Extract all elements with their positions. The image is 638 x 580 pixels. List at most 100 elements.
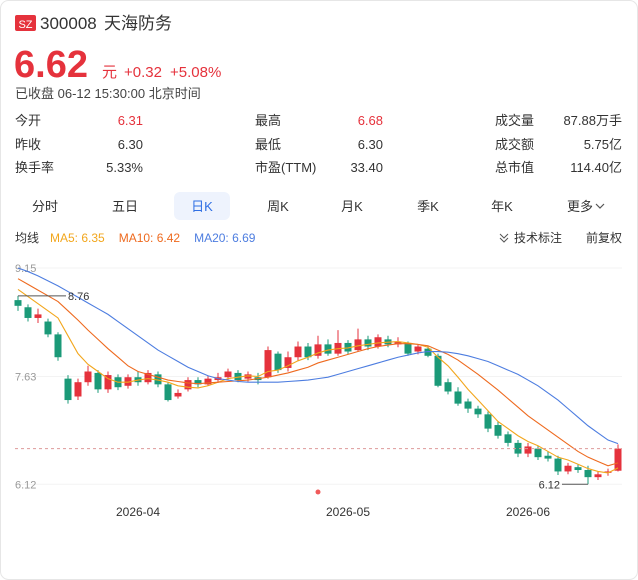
candle-body: [604, 471, 612, 473]
stat-value: 5.75亿: [584, 137, 622, 152]
candle-body: [414, 346, 422, 352]
candle-body: [54, 334, 62, 358]
candle-body: [564, 465, 572, 472]
stat-value: 6.68: [358, 113, 383, 128]
market-badge-bg: [15, 15, 36, 31]
tab[interactable]: 年K: [491, 199, 513, 214]
candle-body: [454, 391, 462, 404]
stat-label: 换手率: [15, 160, 54, 175]
candle-body: [224, 371, 232, 378]
stock-code: 300008: [40, 14, 97, 33]
price-change: +0.32: [124, 64, 162, 81]
stat-value: 6.30: [118, 137, 143, 152]
candle-body: [204, 378, 212, 385]
candle-body: [164, 384, 172, 401]
stat-value: 114.40亿: [570, 160, 622, 175]
stat-value: 5.33%: [106, 160, 143, 175]
candle-body: [244, 374, 252, 379]
candle-body: [524, 446, 532, 454]
candle-body: [104, 375, 112, 390]
candle-body: [434, 355, 442, 386]
candle-body: [324, 344, 332, 354]
adjust[interactable]: 前复权: [586, 230, 622, 245]
price-change-pct: +5.08%: [170, 64, 221, 81]
candle-body: [364, 339, 372, 347]
x-tick-label: 2026-06: [506, 505, 550, 519]
candle-body: [474, 408, 482, 415]
price: 6.62: [14, 44, 88, 86]
candle-body: [594, 474, 602, 478]
candle-body: [14, 300, 22, 306]
active-tab-bg: [174, 192, 230, 220]
tech-icon: [499, 233, 509, 243]
stock-name: 天海防务: [104, 14, 172, 33]
x-tick-label: 2026-05: [326, 505, 370, 519]
stat-label: 成交量: [495, 113, 534, 128]
candle-body: [84, 371, 92, 383]
event-dot: [315, 489, 321, 495]
candle-body: [484, 414, 492, 429]
candle-body: [584, 470, 592, 478]
candle-body: [504, 434, 512, 443]
stat-label: 总市值: [495, 160, 534, 175]
candle-body: [574, 467, 582, 471]
candle-body: [74, 382, 82, 397]
ma-label: 均线: [15, 231, 39, 245]
x-tick-label: 2026-04: [116, 505, 160, 519]
candle-body: [304, 346, 312, 358]
stat-label: 今开: [15, 113, 41, 128]
stat-label: 最低: [255, 137, 281, 152]
candle-body: [404, 342, 412, 354]
max-label: 8.76: [68, 291, 89, 303]
candle-body: [44, 321, 52, 335]
candle-body: [444, 382, 452, 392]
candle-body: [464, 401, 472, 409]
ma-legend: MA20: 6.69: [194, 231, 256, 245]
candle-body: [424, 348, 432, 356]
candle-body: [64, 378, 72, 401]
tab[interactable]: 分时: [32, 199, 58, 214]
candle-body: [494, 425, 502, 436]
candle-body: [24, 307, 32, 318]
stat-value: 6.31: [118, 113, 143, 128]
stat-label: 昨收: [15, 137, 41, 152]
candle-body: [354, 339, 362, 351]
ma-legend: MA5: 6.35: [50, 231, 105, 245]
candle-body: [544, 455, 552, 459]
candle-body: [154, 374, 162, 385]
candle-body: [314, 344, 322, 356]
price-unit: 元: [102, 64, 117, 81]
candle-body: [274, 353, 282, 371]
stat-label: 最高: [255, 113, 281, 128]
candle-body: [34, 314, 42, 318]
candle-body: [374, 337, 382, 347]
tab[interactable]: 周K: [267, 199, 289, 214]
candle-body: [294, 346, 302, 358]
ma-legend: MA10: 6.42: [119, 231, 181, 245]
candle-body: [514, 442, 522, 454]
candle-body: [144, 372, 152, 383]
tab[interactable]: 月K: [341, 199, 363, 214]
candle-body: [174, 392, 182, 397]
ma-line: [17, 288, 619, 474]
y-tick-label: 9.15: [15, 263, 36, 275]
stat-value: 87.88万手: [563, 113, 622, 128]
market-badge: SZ: [18, 19, 32, 31]
ma-line: [17, 267, 619, 445]
tech-mark[interactable]: 技术标注: [514, 230, 562, 245]
stat-value: 33.40: [350, 160, 383, 175]
tab[interactable]: 五日: [112, 199, 138, 214]
tab[interactable]: 更多: [567, 199, 593, 214]
candle-body: [264, 350, 272, 378]
candle-body: [94, 372, 102, 390]
tab[interactable]: 季K: [417, 199, 439, 214]
min-label: 6.12: [539, 479, 560, 491]
candle-body: [554, 458, 562, 472]
y-tick-label: 7.63: [15, 372, 36, 384]
ma-line: [17, 278, 619, 467]
candle-body: [234, 372, 242, 381]
y-tick-label: 6.12: [15, 479, 36, 491]
candle-body: [344, 342, 352, 352]
tab[interactable]: 日K: [191, 199, 213, 214]
